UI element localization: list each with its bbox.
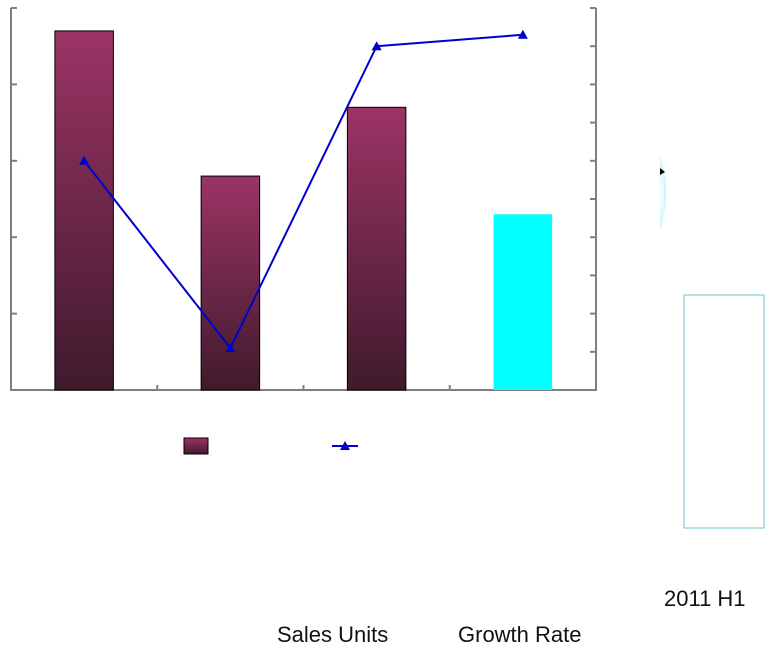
triangle-marker	[371, 41, 382, 51]
bar-series	[54, 30, 553, 391]
triangle-marker	[225, 342, 236, 352]
callout-box	[683, 294, 765, 529]
callout-blob	[660, 155, 666, 232]
legend	[183, 437, 358, 455]
legend-triangle-marker	[340, 441, 350, 450]
callout-arrow-icon	[660, 168, 665, 175]
label-growth-rate: Growth Rate	[458, 622, 582, 647]
growth-line	[83, 33, 523, 350]
bar	[346, 106, 407, 391]
legend-bar-swatch	[183, 437, 209, 455]
label-sales-units: Sales Units	[277, 622, 389, 647]
bar	[200, 175, 261, 391]
bar	[54, 30, 114, 391]
triangle-marker	[79, 155, 90, 165]
bar	[493, 214, 553, 390]
axis-ticks	[11, 7, 596, 390]
line-series	[79, 29, 528, 352]
triangle-marker	[517, 29, 528, 39]
label-2011-h1: 2011 H1	[664, 586, 746, 611]
